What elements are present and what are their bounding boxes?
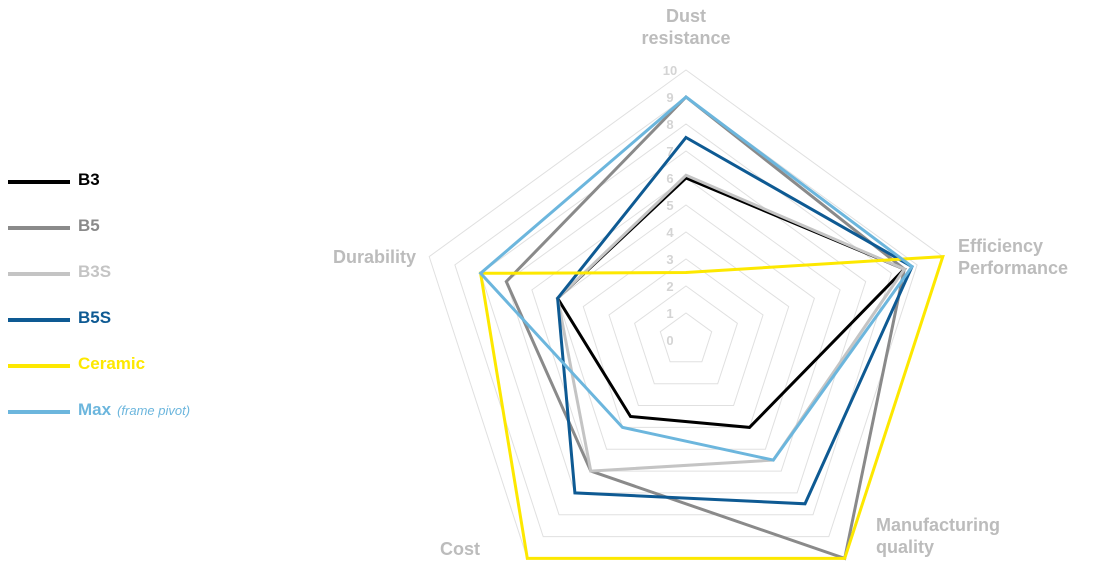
legend-series-name: Ceramic xyxy=(78,354,146,373)
grid-ring xyxy=(454,96,918,538)
axis-label-line: Manufacturing xyxy=(876,515,1000,535)
axis-label-line: resistance xyxy=(641,28,730,48)
axis-label: Manufacturing quality xyxy=(876,515,1000,557)
tick-label: 4 xyxy=(666,225,674,240)
radial-tick-labels: 0 1 2 3 4 5 6 7 8 9 10 xyxy=(663,63,677,348)
grid-ring xyxy=(634,285,738,385)
series-b3s-polygon xyxy=(555,173,907,473)
legend-series-name: Max xyxy=(78,400,112,419)
axis-label: Cost xyxy=(440,539,480,559)
tick-label: 10 xyxy=(663,63,677,78)
legend-label: B3S xyxy=(78,262,111,282)
axis-label-line: Cost xyxy=(440,539,480,559)
series-polygons xyxy=(478,94,945,561)
legend-swatch xyxy=(8,272,70,276)
grid-ring xyxy=(480,123,892,516)
axis-label-line: Performance xyxy=(958,258,1068,278)
tick-label: 0 xyxy=(666,333,673,348)
legend-series-name: B3 xyxy=(78,170,100,189)
tick-label: 2 xyxy=(666,279,673,294)
legend-series-name: B5 xyxy=(78,216,100,235)
series-b3-polygon xyxy=(555,176,907,429)
axis-label-line: Efficiency xyxy=(958,236,1043,256)
grid-ring xyxy=(608,258,764,406)
axis-label: Dust resistance xyxy=(641,6,730,48)
legend-label: B5S xyxy=(78,308,111,328)
axis-label: Durability xyxy=(333,247,416,267)
grid-ring xyxy=(531,177,841,472)
grid-ring xyxy=(505,150,867,494)
legend-label: B5 xyxy=(78,216,100,236)
tick-label: 1 xyxy=(666,306,673,321)
legend-series-note: (frame pivot) xyxy=(117,403,191,418)
legend-swatch xyxy=(8,410,70,414)
legend-label: B3 xyxy=(78,170,100,190)
series-max-polygon xyxy=(478,95,915,462)
axis-label-line: Durability xyxy=(333,247,416,267)
axis-labels: Dust resistance Efficiency Performance Manuf… xyxy=(333,6,1068,559)
legend-label: Ceramic xyxy=(78,354,145,374)
tick-label: 8 xyxy=(666,117,673,132)
tick-label: 3 xyxy=(666,252,673,267)
legend-swatch xyxy=(8,226,70,230)
legend-swatch xyxy=(8,364,70,368)
legend-series-name: B3S xyxy=(78,262,112,281)
grid-ring xyxy=(557,204,815,450)
legend-swatch xyxy=(8,180,70,184)
tick-label: 7 xyxy=(666,144,673,159)
axis-label: Efficiency Performance xyxy=(958,236,1068,278)
legend-swatch xyxy=(8,318,70,322)
legend-label: Max (frame pivot) xyxy=(78,400,190,420)
tick-label: 6 xyxy=(666,171,673,186)
axis-label-line: Dust xyxy=(666,6,706,26)
grid-ring xyxy=(582,231,790,428)
legend-series-name: B5S xyxy=(78,308,112,327)
grid-ring xyxy=(659,312,713,363)
axis-label-line: quality xyxy=(876,537,934,557)
grid-ring xyxy=(428,69,944,559)
tick-label: 5 xyxy=(666,198,673,213)
radar-grid xyxy=(428,69,944,559)
tick-label: 9 xyxy=(666,90,673,105)
